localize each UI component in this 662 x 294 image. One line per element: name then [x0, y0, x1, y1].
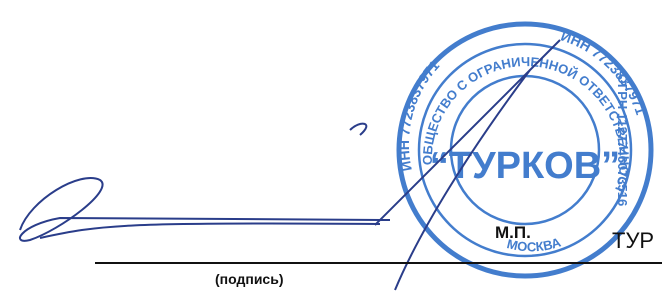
signature-stroke — [350, 124, 366, 135]
signature-caption: (подпись) — [215, 271, 284, 287]
stamp-name: “ТУРКОВ” — [430, 145, 620, 187]
cut-text: ТУР — [612, 228, 654, 253]
stamp: ИНН 7723837971 ИНН 7723837971 ОБЩЕСТВО С… — [0, 0, 651, 276]
document: ИНН 7723837971 ИНН 7723837971 ОБЩЕСТВО С… — [0, 0, 662, 294]
signature-stroke — [40, 223, 380, 238]
stamp-mark: М.П. — [495, 223, 531, 242]
